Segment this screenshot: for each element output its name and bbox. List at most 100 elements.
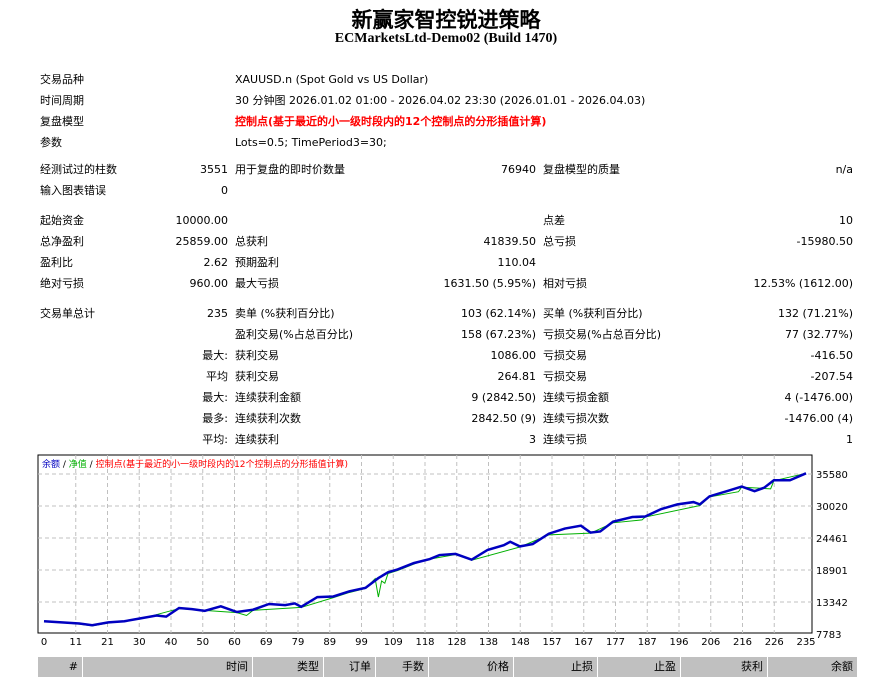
column-header[interactable]: 余额 <box>768 657 857 677</box>
info-row: 时间周期 30 分钟图 2026.01.02 01:00 - 2026.04.02… <box>0 92 892 110</box>
stat-label: 最大亏损 <box>235 277 279 290</box>
series-line-0 <box>43 472 807 627</box>
balance-chart: 35580 30020 24461 18901 13342 7783 0 11 21 30 40 50… <box>37 454 848 648</box>
stats-row: 输入图表错误 0 <box>0 182 892 200</box>
stats-row: 平均: 连续获利 3 连续亏损 1 <box>0 431 892 449</box>
stat-label: 绝对亏损 <box>40 277 84 290</box>
stat-value: 4 (-1476.00) <box>784 391 853 404</box>
x-tick-label: 40 <box>165 637 178 648</box>
stat-label: 盈利交易(%占总百分比) <box>235 328 354 341</box>
stat-label: 点差 <box>543 214 565 227</box>
stat-label: 连续亏损 <box>543 433 587 446</box>
stat-value: 0 <box>221 184 228 197</box>
x-tick-label: 177 <box>606 637 625 648</box>
column-header[interactable]: 止盈 <box>598 657 680 677</box>
plot-area <box>37 454 813 634</box>
x-tick-label: 157 <box>542 637 561 648</box>
column-header[interactable]: 类型 <box>253 657 323 677</box>
stat-label: 连续亏损次数 <box>543 412 609 425</box>
info-value: XAUUSD.n (Spot Gold vs US Dollar) <box>235 73 429 86</box>
y-tick-label: 35580 <box>816 470 848 481</box>
stat-label: 连续获利 <box>235 433 279 446</box>
column-header[interactable]: # <box>38 657 82 677</box>
stat-value: 158 (67.23%) <box>460 328 536 341</box>
stat-label: 连续获利金额 <box>235 391 301 404</box>
stat-label: 获利交易 <box>235 370 279 383</box>
stat-label: 用于复盘的即时价数量 <box>235 163 345 176</box>
stat-value: 76940 <box>501 163 536 176</box>
info-row: 交易品种 XAUUSD.n (Spot Gold vs US Dollar) <box>0 71 892 89</box>
legend-item: 控制点(基于最近的小一级时段内的12个控制点的分形插值计算) <box>96 458 348 470</box>
stats-row: 盈利交易(%占总百分比) 158 (67.23%) 亏损交易(%占总百分比) 77 (… <box>0 326 892 344</box>
y-tick-label: 13342 <box>816 598 848 609</box>
info-value: 30 分钟图 2026.01.02 01:00 - 2026.04.02 23:… <box>235 94 646 107</box>
x-tick-label: 79 <box>292 637 305 648</box>
column-header[interactable]: 价格 <box>429 657 513 677</box>
stat-value: 264.81 <box>497 370 537 383</box>
stat-value: 10 <box>839 214 853 227</box>
column-header[interactable]: 止损 <box>514 657 597 677</box>
x-tick-label: 0 <box>41 637 47 648</box>
stat-label: 卖单 (%获利百分比) <box>235 307 335 320</box>
stats-row: 交易单总计 235 卖单 (%获利百分比) 103 (62.14%) 买单 (%获利百分… <box>0 305 892 323</box>
x-tick-label: 167 <box>574 637 593 648</box>
column-header[interactable]: 手数 <box>376 657 428 677</box>
stat-label: 亏损交易 <box>543 370 587 383</box>
stats-row: 最多: 连续获利次数 2842.50 (9) 连续亏损次数 -1476.00 (4) <box>0 410 892 428</box>
stat-label: 起始资金 <box>40 214 84 227</box>
x-tick-label: 109 <box>384 637 403 648</box>
x-tick-label: 196 <box>669 637 688 648</box>
stat-value: 2842.50 (9) <box>471 412 536 425</box>
legend-separator: / <box>87 460 96 470</box>
legend-separator: / <box>60 460 69 470</box>
stat-label: 经测试过的柱数 <box>40 163 117 176</box>
stat-value: 平均: <box>202 433 228 446</box>
stat-value: -207.54 <box>810 370 853 383</box>
stat-label: 总获利 <box>235 235 268 248</box>
x-tick-label: 216 <box>733 637 752 648</box>
x-tick-label: 138 <box>479 637 498 648</box>
column-header[interactable]: 订单 <box>324 657 375 677</box>
y-tick-label: 24461 <box>816 534 848 545</box>
x-tick-label: 30 <box>133 637 146 648</box>
stat-label: 亏损交易(%占总百分比) <box>543 328 662 341</box>
stats-row: 经测试过的柱数 3551 用于复盘的即时价数量 76940 复盘模型的质量 n/a <box>0 161 892 179</box>
stat-label: 预期盈利 <box>235 256 279 269</box>
info-value: Lots=0.5; TimePeriod3=30; <box>235 136 387 149</box>
chart-legend: 余额 / 净值 / 控制点(基于最近的小一级时段内的12个控制点的分形插值计算) <box>42 458 348 470</box>
stat-value: 10000.00 <box>175 214 229 227</box>
y-tick-label: 18901 <box>816 566 848 577</box>
stat-value: 3551 <box>200 163 228 176</box>
legend-item: 余额 <box>42 458 60 470</box>
stat-value: 1 <box>846 433 853 446</box>
stat-label: 总亏损 <box>543 235 576 248</box>
info-label: 复盘模型 <box>40 115 84 128</box>
stat-value: 最大: <box>202 391 228 404</box>
info-row: 复盘模型 控制点(基于最近的小一级时段内的12个控制点的分形插值计算) <box>0 113 892 131</box>
stat-label: 买单 (%获利百分比) <box>543 307 643 320</box>
stat-value: -1476.00 (4) <box>784 412 853 425</box>
x-tick-label: 11 <box>69 637 82 648</box>
x-tick-label: 89 <box>323 637 336 648</box>
stat-value: 平均 <box>206 370 228 383</box>
x-tick-label: 99 <box>355 637 368 648</box>
column-header[interactable]: 获利 <box>681 657 767 677</box>
stat-value: 1086.00 <box>490 349 537 362</box>
stat-label: 盈利比 <box>40 256 73 269</box>
x-tick-label: 235 <box>796 637 815 648</box>
stat-label: 连续亏损金额 <box>543 391 609 404</box>
info-label: 参数 <box>40 136 62 149</box>
info-label: 时间周期 <box>40 94 84 107</box>
stat-value: 132 (71.21%) <box>777 307 853 320</box>
server-build: ECMarketsLtd-Demo02 (Build 1470) <box>334 31 558 46</box>
column-header[interactable]: 时间 <box>83 657 252 677</box>
x-tick-label: 148 <box>511 637 530 648</box>
stat-value: 235 <box>207 307 228 320</box>
stat-value: 最大: <box>202 349 228 362</box>
y-tick-label: 7783 <box>816 630 841 641</box>
legend-item: 净值 <box>69 458 87 470</box>
info-value: 控制点(基于最近的小一级时段内的12个控制点的分形插值计算) <box>235 115 547 128</box>
info-label: 交易品种 <box>40 73 84 86</box>
x-tick-label: 69 <box>260 637 273 648</box>
stat-value: -15980.50 <box>796 235 853 248</box>
